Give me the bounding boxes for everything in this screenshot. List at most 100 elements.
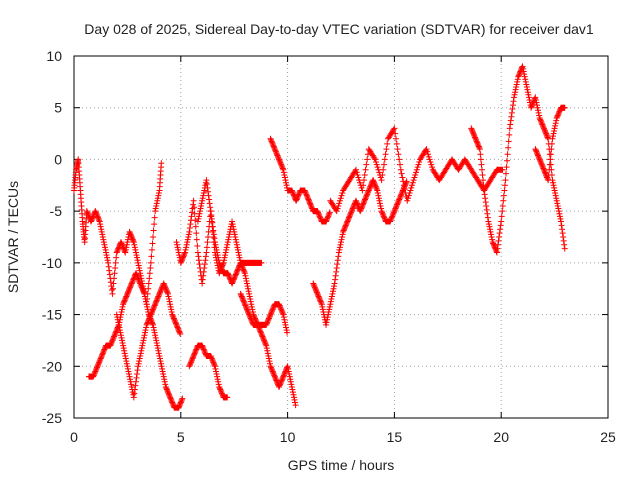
data-point-sat-f	[262, 340, 269, 347]
data-point-sat-c	[135, 360, 142, 367]
data-point-sat-e	[216, 385, 223, 392]
data-point-sat-b	[164, 387, 171, 394]
data-point-sat-b	[159, 368, 166, 375]
data-point-sat-h	[305, 196, 312, 203]
data-point-sat-c	[140, 337, 147, 344]
data-point-sat-f	[286, 371, 293, 378]
data-point-sat-b	[90, 373, 97, 380]
data-point-sat-l	[535, 153, 542, 160]
data-point-sat-k	[516, 69, 523, 76]
data-point-sat-j	[423, 146, 430, 153]
data-point-sat-l	[547, 156, 554, 163]
data-point-sat-b	[124, 290, 131, 297]
data-point-sat-i	[378, 208, 385, 215]
data-point-sat-k	[512, 89, 519, 96]
data-point-sat-f	[224, 239, 231, 246]
data-point-sat-k	[479, 171, 486, 178]
data-point-sat-c	[126, 373, 133, 380]
data-point-sat-f	[233, 239, 240, 246]
data-point-sat-d	[224, 270, 231, 277]
data-point-sat-c	[149, 307, 156, 314]
data-point-sat-c	[131, 390, 138, 397]
data-point-sat-g	[237, 290, 244, 297]
data-point-sat-j	[364, 156, 371, 163]
data-point-sat-i	[337, 241, 344, 248]
data-point-sat-k	[555, 205, 562, 212]
data-point-sat-j	[374, 164, 381, 171]
data-point-sat-b	[143, 301, 150, 308]
data-point-sat-i	[311, 283, 318, 290]
data-point-sat-a	[130, 237, 137, 244]
data-point-sat-f	[289, 389, 296, 396]
y-tick-label: -5	[50, 203, 63, 219]
data-point-sat-h	[301, 187, 308, 194]
data-point-sat-i	[342, 223, 349, 230]
data-point-sat-b	[155, 347, 162, 354]
data-point-sat-i	[381, 214, 388, 221]
data-point-sat-f	[285, 365, 292, 372]
data-point-sat-i	[347, 210, 354, 217]
data-point-sat-c	[141, 332, 148, 339]
data-point-sat-l	[553, 117, 560, 124]
data-point-sat-l	[545, 177, 552, 184]
data-point-sat-i	[316, 296, 323, 303]
data-point-sat-c	[166, 296, 173, 303]
data-point-sat-l	[546, 166, 553, 173]
data-point-sat-b	[95, 361, 102, 368]
data-point-sat-b	[163, 386, 170, 393]
data-point-sat-f	[222, 252, 229, 259]
data-point-sat-f	[246, 293, 253, 300]
data-point-sat-c	[127, 378, 134, 385]
y-tick-label: -20	[42, 358, 62, 374]
data-point-sat-b	[119, 306, 126, 313]
data-point-sat-f	[222, 249, 229, 256]
data-point-sat-c	[169, 311, 176, 318]
data-point-sat-i	[393, 204, 400, 211]
data-point-sat-d	[229, 279, 236, 286]
data-point-sat-k	[474, 140, 481, 147]
data-point-sat-k	[486, 226, 493, 233]
data-point-sat-f	[200, 192, 207, 199]
y-tick-label: 10	[46, 48, 62, 64]
data-point-sat-i	[360, 199, 367, 206]
data-point-sat-d	[225, 272, 232, 279]
data-point-sat-d	[226, 274, 233, 281]
data-point-sat-b	[161, 378, 168, 385]
data-point-sat-k	[500, 192, 507, 199]
data-point-sat-e	[193, 346, 200, 353]
data-point-sat-b	[154, 342, 161, 349]
data-point-sat-d	[192, 217, 199, 224]
data-point-sat-k	[508, 113, 515, 120]
data-point-sat-i	[377, 202, 384, 209]
data-point-sat-k	[542, 129, 549, 136]
data-point-sat-c	[128, 383, 135, 390]
data-point-sat-g	[246, 312, 253, 319]
data-point-sat-j	[412, 171, 419, 178]
data-point-sat-j	[381, 156, 388, 163]
data-point-sat-c	[119, 337, 126, 344]
data-point-sat-i	[352, 197, 359, 204]
data-point-sat-k	[502, 177, 509, 184]
data-point-sat-g	[269, 306, 276, 313]
data-point-sat-k	[496, 230, 503, 237]
data-point-sat-c	[142, 329, 149, 336]
data-point-sat-j	[409, 179, 416, 186]
data-point-sat-a	[113, 249, 120, 256]
data-point-sat-i	[373, 184, 380, 191]
data-point-sat-c	[155, 292, 162, 299]
data-point-sat-l	[545, 171, 552, 178]
data-point-sat-h	[307, 201, 314, 208]
data-point-sat-a	[84, 209, 91, 216]
data-point-sat-b	[137, 281, 144, 288]
data-point-sat-c	[139, 342, 146, 349]
data-point-sat-j	[499, 166, 506, 173]
data-point-sat-f	[212, 252, 219, 259]
data-point-sat-k	[525, 91, 532, 98]
data-point-sat-f	[278, 377, 285, 384]
data-point-sat-d	[175, 249, 182, 256]
data-point-sat-h	[279, 165, 286, 172]
data-point-sat-d	[184, 239, 191, 246]
data-point-sat-k	[481, 191, 488, 198]
data-point-sat-j	[372, 156, 379, 163]
data-point-sat-a	[88, 217, 95, 224]
